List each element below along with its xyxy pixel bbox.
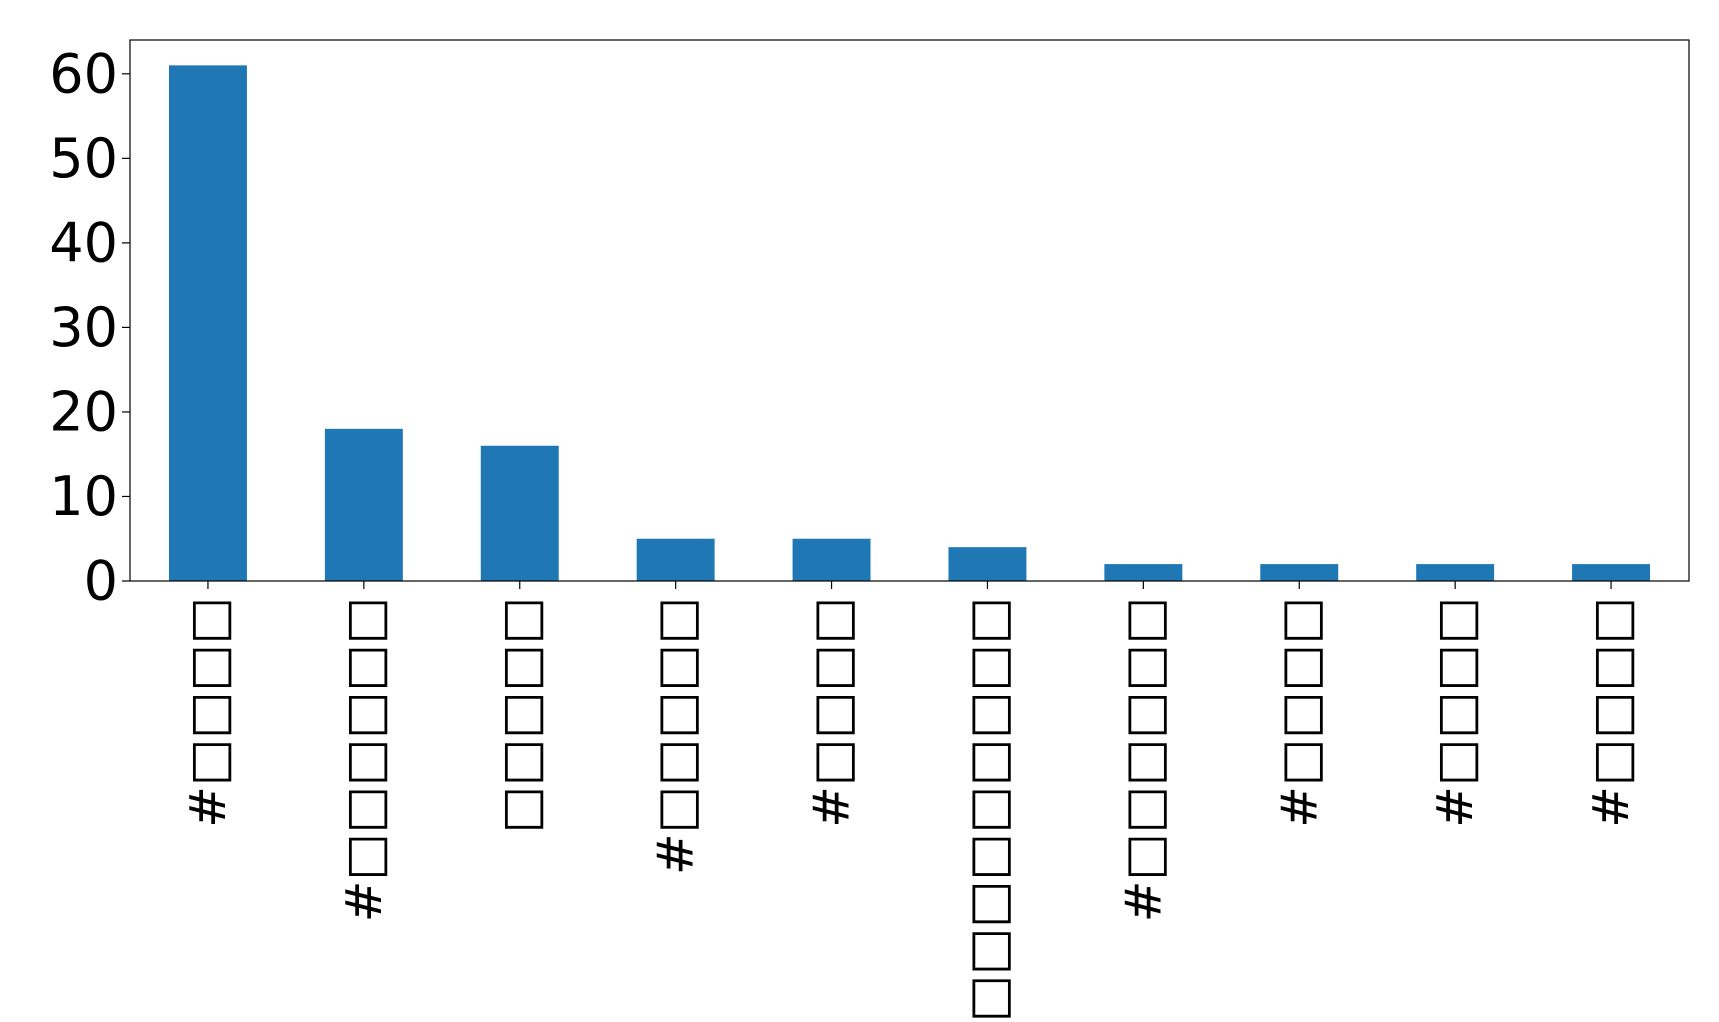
x-tick-label: #□□□□ (1582, 597, 1640, 828)
y-tick-label: 10 (49, 465, 118, 528)
bar (1416, 564, 1495, 581)
y-tick-label: 20 (49, 380, 118, 443)
x-axis: #□□□□ #□□□□□□ □□□□□ #□□□□□ #□□□□ #□□□□□□□□□ #□… (179, 581, 1640, 1022)
y-tick-label: 0 (84, 550, 118, 613)
bar (1572, 564, 1651, 581)
y-tick-label: 50 (49, 127, 118, 190)
x-tick-label: #□□□□□□ (1114, 597, 1172, 922)
plot-frame (129, 39, 1690, 582)
x-tick-label: #□□□□ (179, 597, 237, 828)
bar (480, 445, 559, 581)
x-tick-label: #□□□□□□ (335, 597, 393, 922)
x-tick-label: #□□□□□ (647, 597, 705, 875)
bar (324, 428, 403, 581)
x-tick-label: □□□□□ (491, 597, 549, 833)
bar (792, 538, 871, 581)
y-tick-label: 60 (49, 42, 118, 105)
y-tick-label: 30 (49, 296, 118, 359)
x-tick-label: #□□□□□□□□□ (958, 597, 1016, 1018)
x-tick-label: #□□□□ (803, 597, 861, 828)
x-tick-label: #□□□□ (1270, 597, 1328, 828)
bar (168, 65, 247, 581)
y-tick-label: 40 (49, 211, 118, 274)
y-axis: 0 10 20 30 40 50 60 (49, 42, 130, 613)
bar (948, 547, 1027, 581)
bar (1104, 564, 1183, 581)
bar (1260, 564, 1339, 581)
bar (636, 538, 715, 581)
bars-layer (168, 65, 1651, 581)
x-tick-label: #□□□□ (1426, 597, 1484, 828)
